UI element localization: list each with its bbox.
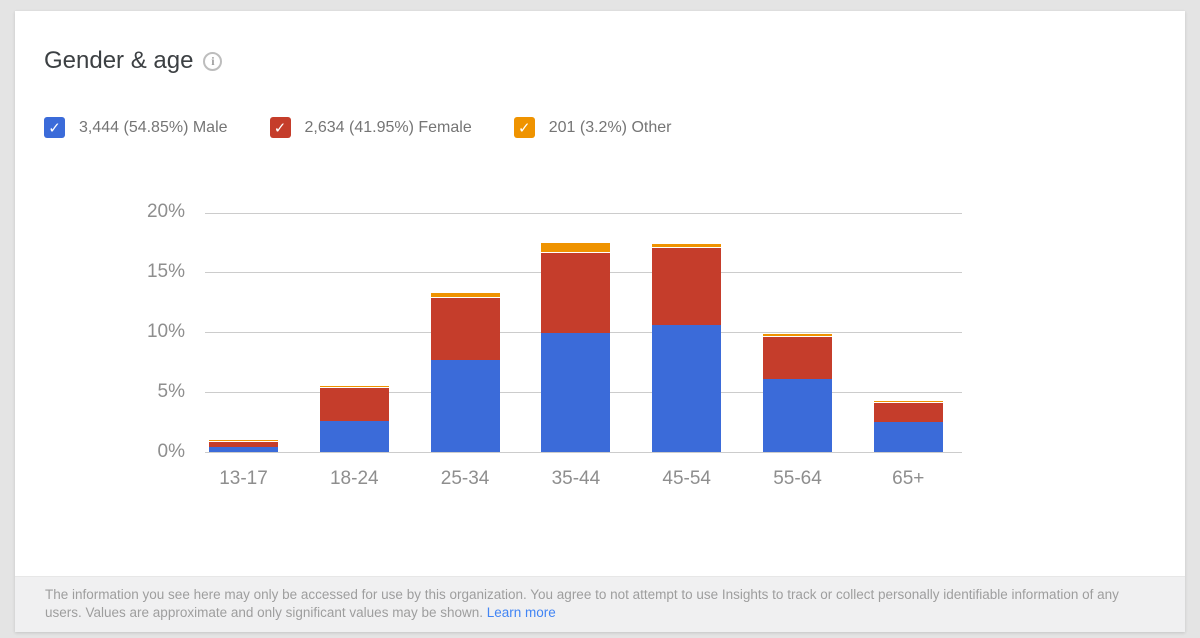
x-axis-label-35-44: 35-44 bbox=[551, 468, 601, 489]
male-checkbox[interactable]: ✓ bbox=[44, 117, 65, 138]
bar-segment-male-55-64[interactable] bbox=[763, 378, 832, 452]
x-axis-label-55-64: 55-64 bbox=[773, 468, 822, 489]
other-checkbox[interactable]: ✓ bbox=[513, 117, 535, 138]
bar-segment-other-35-44[interactable] bbox=[541, 242, 611, 252]
bar-segment-male-45-54[interactable] bbox=[652, 324, 722, 452]
gender-age-card: Gender & age i ✓ 3,444 (54.85%) Male ✓ 2… bbox=[15, 11, 1185, 632]
male-legend-label: 3,444 (54.85%) Male bbox=[79, 118, 228, 136]
legend-item-other: ✓ 201 (3.2%) Other bbox=[513, 117, 672, 138]
x-axis-label-13-17: 13-17 bbox=[219, 468, 268, 489]
female-legend-label: 2,634 (41.95%) Female bbox=[304, 118, 472, 136]
bar-group-13-17 bbox=[209, 439, 278, 452]
legend-item-male: ✓ 3,444 (54.85%) Male bbox=[44, 117, 228, 138]
disclaimer-text: The information you see here may only be… bbox=[45, 587, 1119, 620]
bar-segment-other-13-17[interactable] bbox=[209, 439, 278, 441]
bar-segment-male-18-24[interactable] bbox=[319, 420, 389, 452]
bar-segment-other-55-64[interactable] bbox=[763, 333, 832, 336]
x-axis-label-18-24: 18-24 bbox=[329, 468, 379, 489]
bar-segment-female-35-44[interactable] bbox=[541, 251, 611, 334]
bar-group-45-54 bbox=[652, 243, 722, 452]
bar-group-35-44 bbox=[541, 242, 611, 452]
bar-segment-other-65+[interactable] bbox=[873, 400, 943, 402]
legend: ✓ 3,444 (54.85%) Male ✓ 2,634 (41.95%) F… bbox=[44, 117, 671, 138]
other-legend-label: 201 (3.2%) Other bbox=[548, 118, 672, 136]
gridline-0% bbox=[205, 452, 962, 453]
x-axis-label-25-34: 25-34 bbox=[440, 468, 490, 489]
x-axis-label-45-54: 45-54 bbox=[662, 468, 711, 489]
legend-item-female: ✓ 2,634 (41.95%) Female bbox=[269, 117, 472, 138]
bar-group-65+ bbox=[873, 400, 943, 452]
y-axis-tick-label: 0% bbox=[157, 441, 185, 462]
gridline-20% bbox=[205, 213, 962, 214]
y-axis-tick-label: 20% bbox=[146, 201, 185, 222]
card-header: Gender & age i bbox=[44, 47, 223, 75]
page-title: Gender & age bbox=[44, 47, 194, 74]
info-icon[interactable]: i bbox=[203, 51, 223, 71]
y-axis-tick-label: 5% bbox=[157, 381, 185, 402]
bar-segment-male-65+[interactable] bbox=[873, 422, 943, 452]
y-axis-tick-label: 10% bbox=[146, 321, 185, 342]
bar-segment-male-25-34[interactable] bbox=[430, 359, 500, 452]
learn-more-link[interactable]: Learn more bbox=[486, 605, 556, 620]
bar-segment-female-65+[interactable] bbox=[873, 401, 943, 422]
bar-segment-female-18-24[interactable] bbox=[319, 387, 389, 421]
y-axis-tick-label: 15% bbox=[146, 261, 185, 282]
bar-group-18-24 bbox=[319, 384, 389, 452]
female-checkbox[interactable]: ✓ bbox=[269, 117, 291, 138]
bar-segment-female-55-64[interactable] bbox=[763, 335, 832, 379]
bar-segment-other-45-54[interactable] bbox=[652, 243, 722, 247]
disclaimer-footer: The information you see here may only be… bbox=[15, 576, 1185, 632]
bar-segment-female-13-17[interactable] bbox=[209, 440, 278, 447]
bar-group-25-34 bbox=[430, 292, 500, 452]
x-axis-label-65+: 65+ bbox=[892, 468, 925, 489]
bar-segment-female-45-54[interactable] bbox=[652, 246, 722, 325]
bar-segment-other-18-24[interactable] bbox=[319, 384, 389, 388]
bar-group-55-64 bbox=[763, 333, 832, 452]
bar-segment-female-25-34[interactable] bbox=[430, 297, 500, 360]
bar-segment-male-35-44[interactable] bbox=[541, 333, 611, 452]
bar-segment-male-13-17[interactable] bbox=[209, 446, 278, 452]
plot-area: 0% 5% 10% 15% 20% 13-17 18-24 25-34 35-44 45-54 55… bbox=[147, 201, 962, 489]
bar-segment-other-25-34[interactable] bbox=[430, 292, 500, 298]
